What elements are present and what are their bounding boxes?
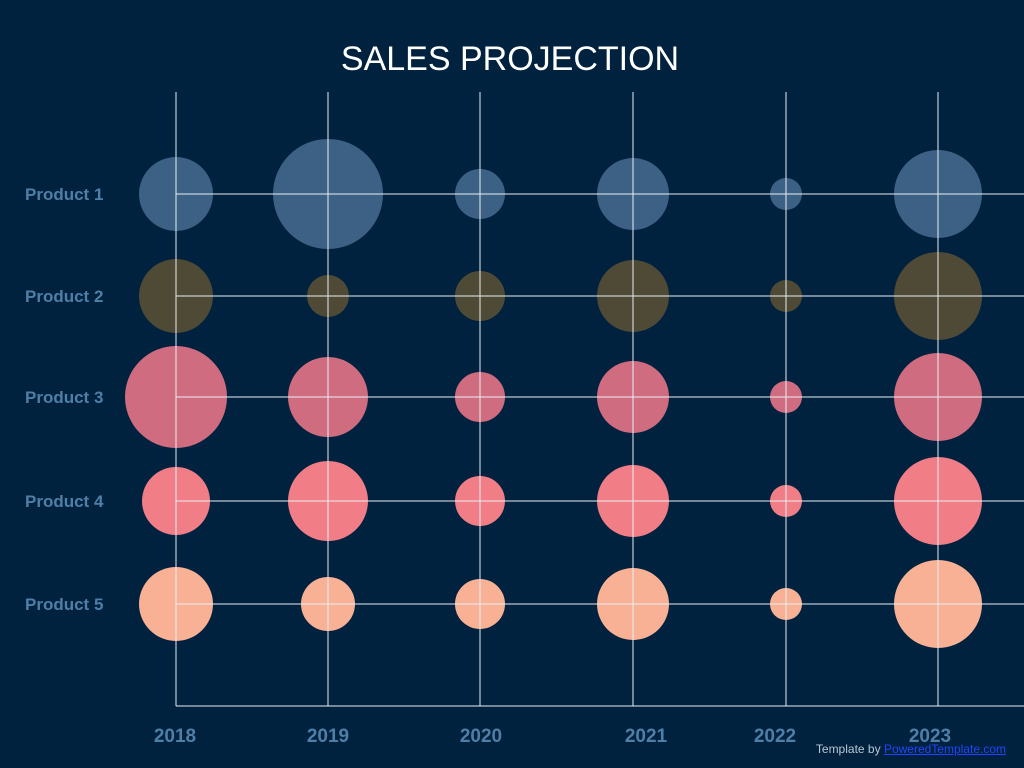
x-tick-label-2022: 2022 — [754, 726, 796, 747]
row-label-product-1: Product 1 — [25, 185, 103, 204]
row-label-product-4: Product 4 — [25, 492, 104, 511]
x-tick-label-2019: 2019 — [307, 726, 349, 747]
grid-lines — [175, 92, 1024, 707]
credit-prefix: Template by — [815, 742, 881, 756]
x-tick-label-2021: 2021 — [625, 726, 668, 747]
row-label-product-3: Product 3 — [25, 388, 103, 407]
row-label-product-2: Product 2 — [25, 287, 103, 306]
bubbles — [125, 139, 982, 648]
x-tick-label-2023: 2023 — [909, 726, 951, 747]
template-credit: Template by PoweredTemplate.com — [816, 742, 1006, 756]
x-tick-label-2020: 2020 — [460, 726, 502, 747]
row-label-product-5: Product 5 — [25, 595, 103, 614]
credit-link[interactable]: PoweredTemplate.com — [883, 742, 1006, 756]
x-tick-label-2018: 2018 — [154, 726, 196, 747]
chart-title: SALES PROJECTION — [340, 40, 680, 78]
axis-labels: Product 1 Product 2 Product 3 Product 4 Prod… — [25, 185, 951, 747]
